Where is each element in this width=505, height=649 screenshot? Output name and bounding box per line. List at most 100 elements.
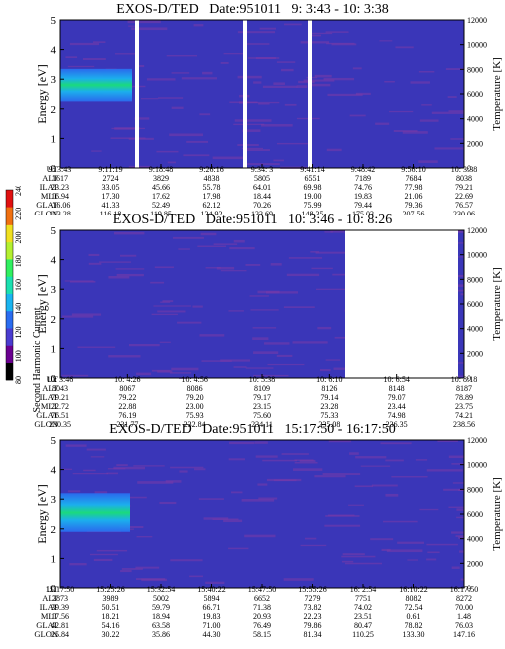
heatmap-streak	[106, 472, 118, 475]
heatmap-streak	[233, 123, 265, 126]
heatmap-streak	[296, 85, 308, 88]
heatmap-streak	[386, 549, 423, 553]
heatmap-streak	[385, 459, 404, 462]
eph-value: 66.71	[203, 603, 221, 612]
heatmap-streak	[150, 281, 165, 284]
heatmap-streak	[273, 479, 297, 482]
heatmap-streak	[178, 248, 190, 250]
eph-value: 16:17:50	[450, 585, 478, 594]
y-tick-label: 1	[51, 553, 57, 565]
heatmap-streak	[395, 46, 414, 49]
eph-value: 69.98	[304, 183, 322, 192]
eph-value: 1617	[52, 174, 68, 183]
heatmap-streak	[133, 465, 165, 467]
heatmap-streak	[115, 268, 145, 270]
eph-value: 8038	[456, 174, 472, 183]
eph-value: 79.36	[405, 201, 423, 210]
heatmap-streak	[90, 456, 105, 458]
eph-row-label: GLAT	[36, 410, 59, 420]
heatmap-streak	[418, 70, 435, 73]
y2-tick-label: 0	[467, 584, 471, 593]
y-tick-label: 3	[51, 74, 57, 86]
heatmap-streak	[312, 32, 333, 35]
eph-value: 9:56:10	[401, 165, 425, 174]
eph-value: 15:40:22	[197, 585, 225, 594]
heatmap-streak	[165, 480, 182, 483]
y2-tick-label: 8000	[467, 485, 483, 494]
eph-row-label: UT	[47, 164, 59, 174]
heatmap-streak	[134, 117, 150, 120]
eph-value: 15:25:26	[96, 585, 124, 594]
eph-value: 8272	[456, 594, 472, 603]
heatmap-streak	[426, 543, 458, 546]
heatmap-streak	[284, 103, 297, 106]
eph-value: 78.89	[455, 393, 473, 402]
heatmap-streak	[137, 481, 174, 484]
colorbar-swatch	[6, 259, 13, 277]
heatmap-streak	[65, 56, 78, 58]
colorbar-tick-label: 220	[14, 208, 23, 220]
heatmap-streak	[360, 465, 391, 467]
heatmap-streak	[154, 266, 174, 269]
heatmap-streak	[355, 456, 387, 459]
heatmap-streak	[136, 372, 152, 376]
y-tick-label: 0	[51, 373, 57, 385]
eph-value: 236.35	[386, 420, 408, 429]
eph-value: 55.78	[203, 183, 221, 192]
y2-axis-label: Temperature [K]	[491, 267, 503, 340]
heatmap-streak	[244, 101, 280, 104]
eph-value: 3829	[153, 174, 169, 183]
heatmap-streak	[223, 519, 243, 523]
heatmap-streak	[116, 464, 128, 467]
eph-value: 21.06	[405, 192, 423, 201]
heatmap-streak	[255, 455, 278, 458]
heatmap-streak	[326, 42, 355, 45]
heatmap-streak	[244, 534, 276, 538]
heatmap-streak	[397, 541, 425, 544]
heatmap-streak	[283, 578, 314, 581]
colorbar-swatch	[6, 224, 13, 243]
heatmap-streak	[391, 476, 428, 478]
y2-tick-label: 8000	[467, 275, 483, 284]
eph-row-label: GLON	[34, 209, 58, 215]
y-axis-label: Energy [eV]	[35, 484, 49, 543]
panel-1-plot: 0 1 2 3 4 5 0 2000 4000 6000 8000 10000 12000 Energy …	[34, 15, 503, 215]
heatmap-streak	[447, 96, 457, 98]
heatmap-streak	[128, 137, 154, 140]
eph-value: 58.15	[253, 630, 271, 639]
heatmap-streak	[72, 473, 109, 475]
heatmap-streak	[325, 359, 341, 361]
eph-value: 72.54	[405, 603, 423, 612]
heatmap-streak	[393, 129, 418, 132]
heatmap-streak	[253, 374, 289, 377]
heatmap-streak	[315, 251, 351, 254]
heatmap-streak	[327, 93, 363, 97]
heatmap-streak	[231, 491, 243, 494]
heatmap-streak	[427, 551, 440, 554]
heatmap-streak	[88, 262, 102, 265]
eph-value: 148.35	[302, 210, 324, 215]
eph-value: 17.30	[102, 192, 120, 201]
heatmap-streak	[410, 81, 430, 84]
heatmap-streak	[193, 24, 204, 27]
eph-value: 7684	[406, 174, 422, 183]
heatmap-streak	[310, 34, 321, 37]
eph-value: 10: 4:26	[114, 375, 140, 384]
y2-axis-label: Temperature [K]	[491, 477, 503, 550]
heatmap-streak	[308, 83, 331, 87]
heatmap-streak	[458, 536, 464, 539]
eph-value: 3989	[103, 594, 119, 603]
heatmap-streak	[237, 144, 259, 146]
heatmap-streak	[317, 326, 332, 330]
eph-value: 5805	[254, 174, 270, 183]
heatmap-streak	[273, 159, 285, 162]
eph-value: 15:17:50	[46, 585, 74, 594]
eph-value: 76.57	[455, 201, 473, 210]
eph-value: 79.17	[253, 393, 271, 402]
heatmap-streak	[261, 124, 293, 127]
eph-value: 110.25	[352, 630, 374, 639]
heatmap-streak	[375, 122, 390, 125]
eph-value: 35.86	[152, 630, 170, 639]
colorbar-swatch	[6, 190, 13, 208]
heatmap-streak	[448, 455, 464, 459]
